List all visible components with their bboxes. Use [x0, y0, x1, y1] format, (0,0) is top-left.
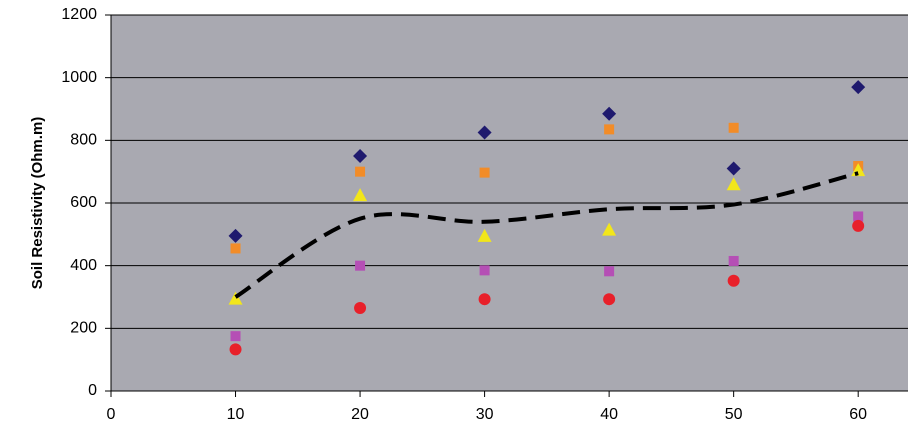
- point: [353, 149, 368, 163]
- x-tick-label: 20: [351, 406, 369, 423]
- point: [726, 177, 741, 191]
- y-tick-label: 800: [70, 132, 97, 149]
- y-tick-label: 0: [88, 382, 97, 399]
- point: [853, 211, 864, 222]
- x-tick-label: 60: [849, 406, 867, 423]
- point: [477, 228, 492, 242]
- y-tick-label: 200: [70, 320, 97, 337]
- x-tick-label: 0: [107, 406, 116, 423]
- point: [228, 291, 243, 305]
- y-tick-label: 1200: [61, 6, 97, 23]
- point: [228, 228, 243, 243]
- point: [230, 243, 241, 254]
- point: [603, 293, 616, 306]
- point: [229, 343, 242, 356]
- point: [477, 125, 492, 140]
- x-tick-label: 10: [227, 406, 245, 423]
- point: [354, 301, 367, 314]
- x-tick-label: 50: [725, 406, 743, 423]
- point: [726, 161, 741, 176]
- y-tick-label: 1000: [61, 69, 97, 86]
- point: [355, 260, 366, 271]
- point: [355, 166, 366, 177]
- x-tick-label: 40: [600, 406, 618, 423]
- point: [230, 331, 241, 342]
- point: [851, 80, 866, 95]
- point: [604, 124, 615, 135]
- point: [479, 265, 490, 276]
- point: [852, 219, 865, 232]
- point: [479, 167, 490, 178]
- y-tick-label: 600: [70, 194, 97, 211]
- point: [728, 255, 739, 266]
- x-tick-label: 30: [476, 406, 494, 423]
- point: [353, 188, 368, 202]
- y-axis-title: Soil Resistivity (Ohm.m): [29, 117, 46, 290]
- point: [602, 106, 617, 121]
- trend-line: [234, 171, 859, 299]
- point: [478, 293, 491, 306]
- y-tick-label: 400: [70, 257, 97, 274]
- point: [604, 266, 615, 277]
- point: [602, 222, 617, 236]
- point: [728, 122, 739, 133]
- point: [727, 274, 740, 287]
